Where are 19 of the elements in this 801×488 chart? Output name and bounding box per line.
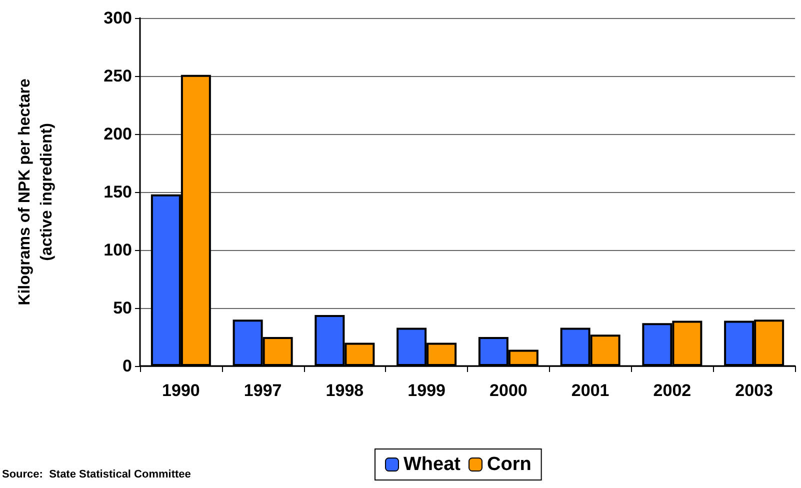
y-tick-label: 150 — [104, 182, 132, 202]
x-tick-label: 2000 — [490, 381, 528, 400]
y-axis-title: Kilograms of NPK per hectare (active ingredient) — [16, 78, 56, 306]
y-tick-label: 250 — [104, 66, 132, 86]
source-note: Source: State Statistical Committee — [2, 468, 191, 480]
x-tick-label: 2002 — [653, 381, 692, 400]
y-tick-label: 300 — [104, 8, 132, 28]
x-tick-label: 1997 — [244, 381, 282, 400]
y-tick-label: 50 — [113, 298, 132, 318]
x-tick-label: 2003 — [735, 381, 773, 400]
x-tick-label: 1990 — [162, 381, 200, 400]
y-tick-label: 100 — [104, 240, 132, 260]
legend-label: Wheat — [404, 454, 462, 475]
y-tick-label: 0 — [122, 356, 132, 376]
x-tick-label: 1998 — [326, 381, 364, 400]
x-tick-label: 1999 — [408, 381, 446, 400]
legend-label: Corn — [487, 454, 532, 475]
y-tick-label: 200 — [104, 124, 132, 144]
x-tick-label: 2001 — [571, 381, 610, 400]
